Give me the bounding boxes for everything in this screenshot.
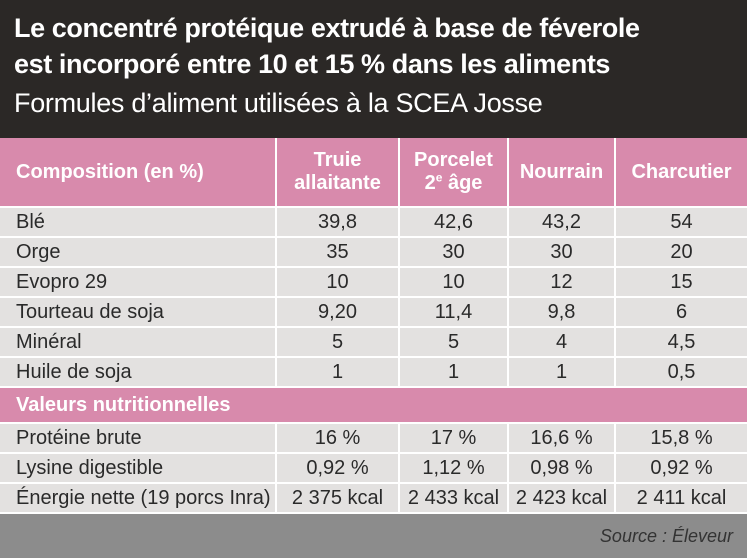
column-header-composition: Composition (en %) bbox=[0, 138, 277, 208]
row-label: Tourteau de soja bbox=[0, 297, 277, 328]
column-header-truie: Truie allaitante bbox=[276, 138, 400, 208]
section-header-row: Valeurs nutritionnelles bbox=[0, 387, 747, 424]
row-label: Minéral bbox=[0, 327, 277, 358]
feed-formula-table: Composition (en %) Truie allaitante Porc… bbox=[0, 138, 747, 514]
row-label: Huile de soja bbox=[0, 357, 277, 388]
table-row: Lysine digestible 0,92 % 1,12 % 0,98 % 0… bbox=[0, 453, 747, 484]
table-row: Huile de soja 1 1 1 0,5 bbox=[0, 357, 747, 388]
column-header-porcelet: Porcelet 2e âge bbox=[399, 138, 509, 208]
table-cell: 2 375 kcal bbox=[276, 483, 400, 514]
title-line-1: Le concentré protéique extrudé à base de… bbox=[14, 13, 640, 43]
table-cell: 9,8 bbox=[508, 297, 616, 328]
table-cell: 17 % bbox=[399, 423, 509, 454]
title-line-2: est incorporé entre 10 et 15 % dans les … bbox=[14, 49, 611, 79]
table-cell: 30 bbox=[508, 237, 616, 268]
table-cell: 5 bbox=[399, 327, 509, 358]
table-cell: 2 433 kcal bbox=[399, 483, 509, 514]
table-cell: 20 bbox=[615, 237, 747, 268]
row-label: Énergie nette (19 porcs Inra) bbox=[0, 483, 277, 514]
column-header-nourrain: Nourrain bbox=[508, 138, 616, 208]
section-title: Valeurs nutritionnelles bbox=[0, 387, 747, 424]
column-header-porcelet-num: 2 bbox=[424, 172, 436, 194]
table-header-row: Composition (en %) Truie allaitante Porc… bbox=[0, 138, 747, 208]
table-cell: 4,5 bbox=[615, 327, 747, 358]
table-cell: 2 411 kcal bbox=[615, 483, 747, 514]
table-cell: 1 bbox=[276, 357, 400, 388]
table-cell: 0,92 % bbox=[276, 453, 400, 484]
table-cell: 6 bbox=[615, 297, 747, 328]
table-cell: 1,12 % bbox=[399, 453, 509, 484]
table-row: Orge 35 30 30 20 bbox=[0, 237, 747, 268]
column-header-truie-line2: allaitante bbox=[294, 172, 381, 194]
table-cell: 35 bbox=[276, 237, 400, 268]
table-row: Tourteau de soja 9,20 11,4 9,8 6 bbox=[0, 297, 747, 328]
table-cell: 42,6 bbox=[399, 207, 509, 238]
column-header-porcelet-line1: Porcelet bbox=[414, 149, 493, 171]
table-cell: 9,20 bbox=[276, 297, 400, 328]
table-cell: 10 bbox=[399, 267, 509, 298]
table-row: Énergie nette (19 porcs Inra) 2 375 kcal… bbox=[0, 483, 747, 514]
table-cell: 1 bbox=[399, 357, 509, 388]
table-cell: 0,98 % bbox=[508, 453, 616, 484]
table-cell: 0,92 % bbox=[615, 453, 747, 484]
table-row: Minéral 5 5 4 4,5 bbox=[0, 327, 747, 358]
row-label: Blé bbox=[0, 207, 277, 238]
table-cell: 15 bbox=[615, 267, 747, 298]
column-header-porcelet-sup: e bbox=[435, 170, 443, 185]
table-cell: 15,8 % bbox=[615, 423, 747, 454]
column-header-porcelet-rest: âge bbox=[442, 172, 483, 194]
table-cell: 4 bbox=[508, 327, 616, 358]
table-row: Blé 39,8 42,6 43,2 54 bbox=[0, 207, 747, 238]
infographic-header: Le concentré protéique extrudé à base de… bbox=[0, 0, 747, 138]
table-cell: 10 bbox=[276, 267, 400, 298]
subtitle: Formules d’aliment utilisées à la SCEA J… bbox=[14, 88, 543, 118]
source-credit: Source : Éleveur bbox=[599, 526, 733, 546]
column-header-truie-line1: Truie bbox=[313, 149, 362, 171]
table-cell: 54 bbox=[615, 207, 747, 238]
table-cell: 39,8 bbox=[276, 207, 400, 238]
table-cell: 16 % bbox=[276, 423, 400, 454]
table-cell: 2 423 kcal bbox=[508, 483, 616, 514]
table-cell: 43,2 bbox=[508, 207, 616, 238]
table-cell: 0,5 bbox=[615, 357, 747, 388]
table-row: Protéine brute 16 % 17 % 16,6 % 15,8 % bbox=[0, 423, 747, 454]
row-label: Orge bbox=[0, 237, 277, 268]
source-footer: Source : Éleveur bbox=[0, 514, 747, 558]
row-label: Evopro 29 bbox=[0, 267, 277, 298]
table-row: Evopro 29 10 10 12 15 bbox=[0, 267, 747, 298]
column-header-charcutier: Charcutier bbox=[615, 138, 747, 208]
table-cell: 12 bbox=[508, 267, 616, 298]
table-cell: 16,6 % bbox=[508, 423, 616, 454]
table-cell: 5 bbox=[276, 327, 400, 358]
table-cell: 1 bbox=[508, 357, 616, 388]
row-label: Lysine digestible bbox=[0, 453, 277, 484]
table-cell: 11,4 bbox=[399, 297, 509, 328]
table-cell: 30 bbox=[399, 237, 509, 268]
row-label: Protéine brute bbox=[0, 423, 277, 454]
